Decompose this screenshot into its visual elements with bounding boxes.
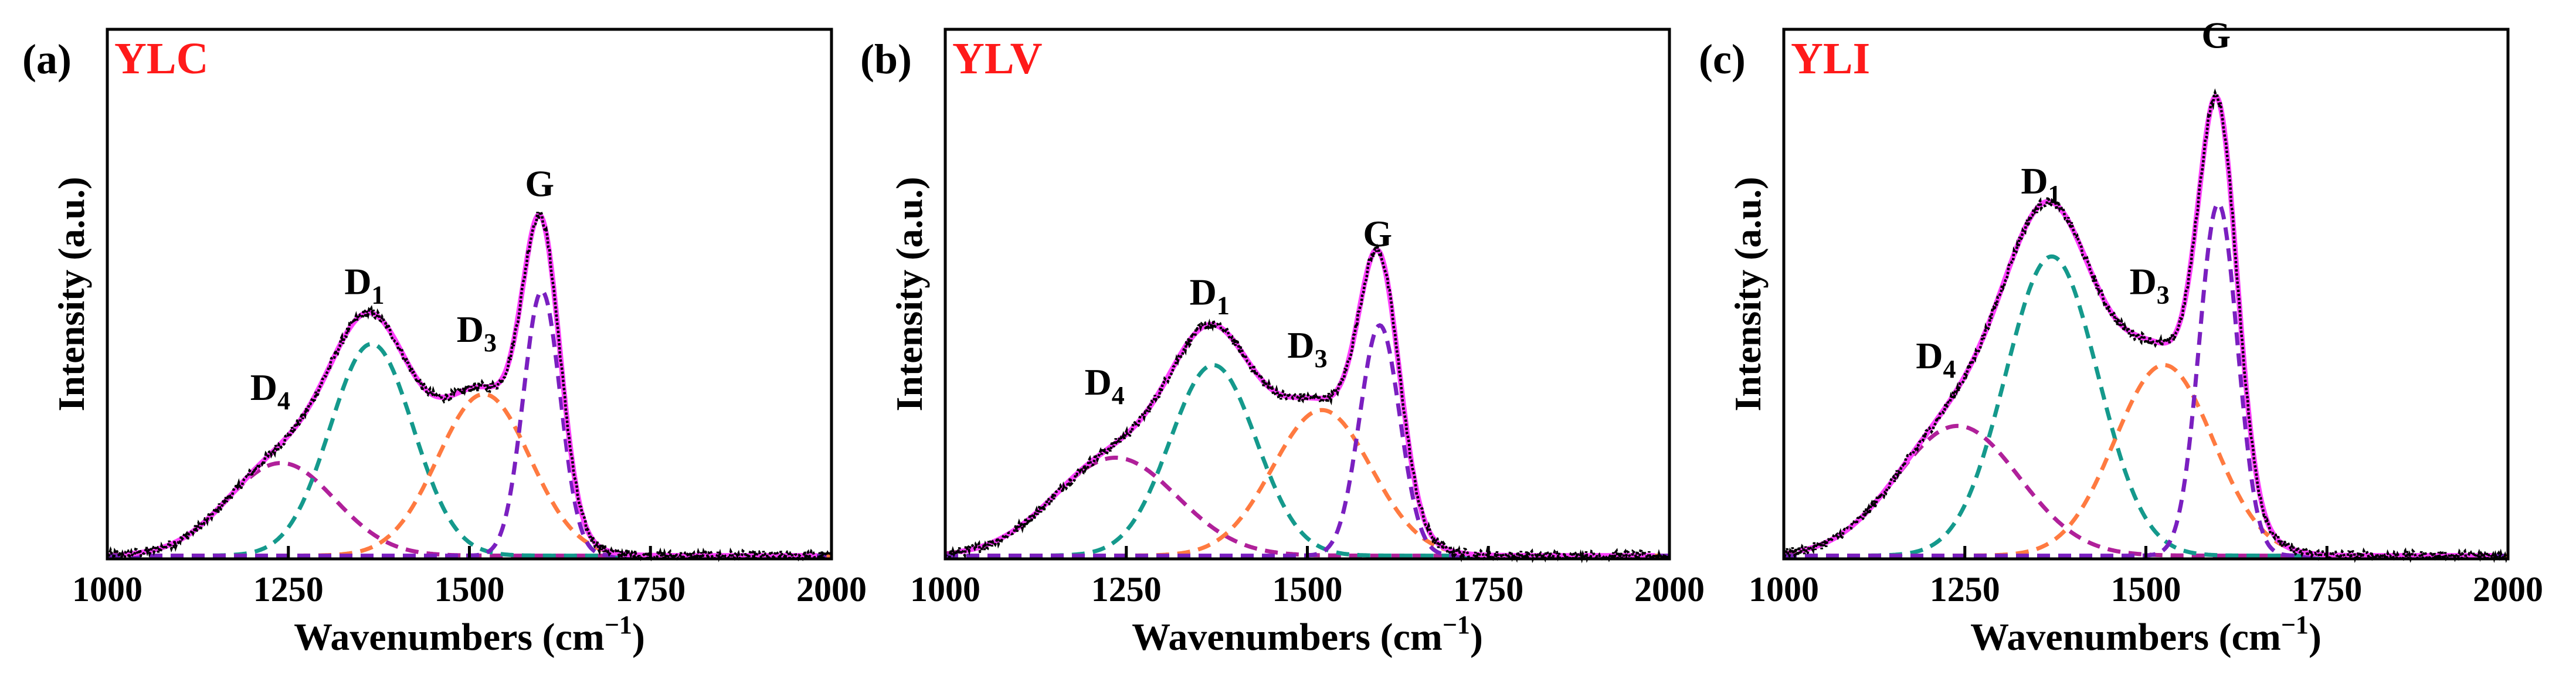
y-axis-label: Intensity (a.u.) (50, 177, 92, 411)
x-tick-label: 1250 (1091, 570, 1162, 609)
x-tick-label: 1250 (1930, 570, 2000, 609)
panel-yli: 1000 1250 1500 1750 2000 Wavenumbers (cm−1) In… (1699, 15, 2543, 659)
peak-label-d4: D4 (1085, 361, 1125, 410)
x-tick-label: 1000 (1749, 570, 1819, 609)
peak-label-d3: D3 (1287, 324, 1327, 373)
x-tick-label: 1750 (2292, 570, 2362, 609)
sample-name: YLI (1791, 34, 1870, 83)
peak-label-g: G (525, 162, 554, 204)
peak-label-g: G (1363, 213, 1392, 255)
measured-spectrum (944, 243, 1670, 564)
panel-label: (b) (860, 36, 912, 83)
panel-ylc: 1000 1250 1500 1750 2000 Wavenumbers (cm−1) In… (22, 28, 867, 659)
x-tick-label: 1250 (253, 570, 324, 609)
x-tick-label: 2000 (2473, 570, 2543, 609)
peak-label-d3: D3 (2130, 261, 2170, 310)
x-axis-label: Wavenumbers (cm−1) (1970, 610, 2322, 659)
peak-label-d1: D1 (2021, 160, 2061, 209)
peak-label-d4: D4 (250, 367, 290, 415)
x-tick-label: 1000 (72, 570, 142, 609)
peak-label-d1: D1 (344, 261, 384, 310)
peak-label-g: G (2201, 15, 2231, 56)
component-curve-d1 (1784, 254, 2508, 558)
peak-label-d1: D1 (1190, 272, 1230, 320)
component-curve-d1 (107, 341, 831, 558)
x-tick-label: 1500 (1272, 570, 1343, 609)
panel-ylv: 1000 1250 1500 1750 2000 Wavenumbers (cm−1) In… (860, 28, 1705, 659)
x-tick-label: 1750 (615, 570, 685, 609)
x-tick-label: 2000 (796, 570, 867, 609)
peak-label-d3: D3 (457, 308, 497, 357)
peak-label-d4: D4 (1916, 335, 1956, 384)
y-axis-label: Intensity (a.u.) (1727, 177, 1769, 411)
x-tick-label: 1500 (435, 570, 505, 609)
x-tick-label: 1500 (2111, 570, 2181, 609)
x-axis-label: Wavenumbers (cm−1) (294, 610, 645, 659)
x-tick-label: 1000 (910, 570, 980, 609)
x-axis-label: Wavenumbers (cm−1) (1132, 610, 1483, 659)
panel-label: (c) (1699, 36, 1746, 83)
sample-name: YLV (952, 34, 1043, 83)
panel-label: (a) (22, 36, 72, 83)
x-tick-label: 2000 (1634, 570, 1705, 609)
sample-name: YLC (114, 34, 208, 83)
y-axis-label: Intensity (a.u.) (888, 177, 930, 411)
x-tick-label: 1750 (1453, 570, 1523, 609)
